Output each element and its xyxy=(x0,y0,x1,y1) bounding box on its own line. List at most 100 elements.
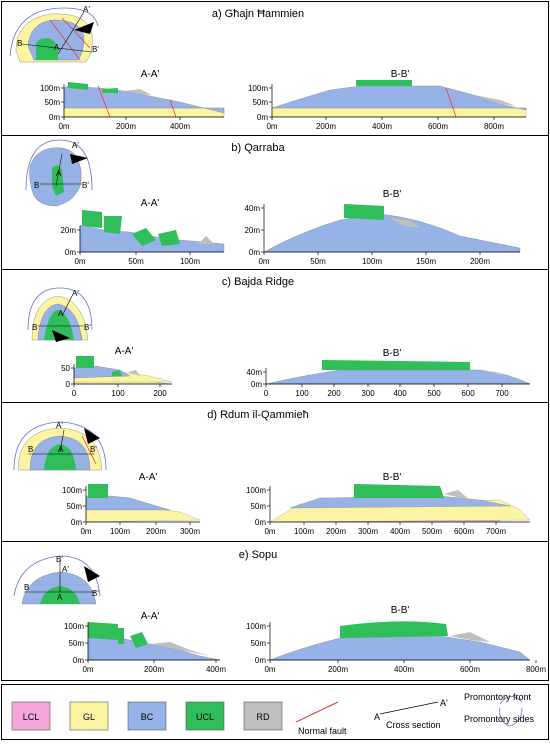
panel-title-b: b) Qarraba xyxy=(231,142,285,154)
profile-a-aa xyxy=(63,82,225,118)
section-title: B-B' xyxy=(383,189,402,200)
x-tick-label: 0m xyxy=(258,257,269,266)
x-tick-label: 0m xyxy=(80,527,91,536)
x-tick-label: 600m xyxy=(454,527,474,536)
map-fault xyxy=(61,17,91,49)
x-tick-label: 50m xyxy=(310,257,326,266)
unit-rd xyxy=(390,218,420,228)
map-label: A' xyxy=(72,141,79,150)
x-tick-label: 0m xyxy=(82,665,93,674)
legend-label-normal-fault: Normal fault xyxy=(298,726,347,736)
unit-rd xyxy=(124,89,152,95)
y-tick-label: 100m xyxy=(40,84,60,93)
x-tick-label: 500 xyxy=(427,389,441,398)
legend-label-lcl: LCL xyxy=(23,712,40,722)
x-tick-label: 100 xyxy=(111,389,125,398)
x-tick-label: 0m xyxy=(266,122,277,131)
unit-ucl xyxy=(158,230,180,246)
x-tick-label: 400m xyxy=(170,122,190,131)
x-tick-label: 400m xyxy=(390,527,410,536)
x-tick-label: 300 xyxy=(361,389,375,398)
y-tick-label: 0m xyxy=(255,518,266,527)
map-label: B xyxy=(24,583,29,592)
unit-rd xyxy=(198,236,214,244)
y-tick-label: 50m xyxy=(68,639,84,648)
location-map-e: B' A' B A B' xyxy=(13,555,101,605)
arrow-icon xyxy=(84,428,100,444)
y-tick-label: 50m xyxy=(252,98,268,107)
map-label: B' xyxy=(92,589,99,598)
section-title: B-B' xyxy=(391,69,410,80)
section-title: A-A' xyxy=(141,611,160,622)
section-axis: 40m 0m0 100 200 300 400 500 600 700 xyxy=(246,368,530,398)
legend-label-rd: RD xyxy=(257,712,270,722)
x-tick-label: 0 xyxy=(264,389,269,398)
cross-section-symbol xyxy=(379,701,439,715)
map-label: A xyxy=(57,593,63,602)
unit-ucl xyxy=(132,228,156,246)
map-label: A xyxy=(56,169,62,178)
x-tick-label: 200m xyxy=(316,122,336,131)
map-label: B xyxy=(28,445,33,454)
arrow-icon xyxy=(52,330,70,342)
x-tick-label: 200m xyxy=(146,527,166,536)
unit-ucl xyxy=(130,632,148,648)
profile-e-aa xyxy=(87,622,221,661)
arrow-icon xyxy=(70,154,88,164)
x-tick-label: 400m xyxy=(372,122,392,131)
y-tick-label: 0m xyxy=(73,656,84,665)
panel-title-c: c) Bajda Ridge xyxy=(222,276,294,288)
map-label: A xyxy=(54,43,60,52)
map-label: A xyxy=(58,309,64,318)
x-tick-label: 0m xyxy=(264,527,275,536)
map-ucl xyxy=(44,444,76,470)
x-tick-label: 300m xyxy=(180,527,200,536)
section-axis: 50 00 100 200 xyxy=(61,364,172,398)
x-tick-label: 500m xyxy=(422,527,442,536)
legend-label-front: Promontory front xyxy=(464,692,532,702)
legend-label-cross-a: A xyxy=(374,712,380,722)
normal-fault-symbol xyxy=(295,701,339,723)
x-tick-label: 100m xyxy=(294,527,314,536)
arrow-icon xyxy=(74,22,94,34)
profile-b-bb xyxy=(263,204,521,253)
unit-rd xyxy=(470,94,516,106)
panel-frame-e xyxy=(1,541,549,681)
x-tick-label: 100m xyxy=(362,257,382,266)
map-label: B' xyxy=(90,445,97,454)
legend-label-sides: Promontory sides xyxy=(464,714,535,724)
unit-ucl xyxy=(344,204,384,220)
location-map-b: A' A B B' xyxy=(25,139,93,207)
unit-rd xyxy=(128,370,140,376)
map-fault xyxy=(81,435,97,465)
x-tick-label: 800m xyxy=(526,665,546,674)
unit-ucl xyxy=(82,210,102,228)
map-label: B' xyxy=(56,555,63,564)
map-label: B xyxy=(17,39,22,48)
promontory-front-arc xyxy=(13,421,107,471)
x-tick-label: 700 xyxy=(495,389,509,398)
panel-title-a: a) Għajn Ħammien xyxy=(212,8,304,20)
map-label: A' xyxy=(62,565,69,574)
y-tick-label: 50m xyxy=(44,98,60,107)
x-tick-label: 200m xyxy=(328,665,348,674)
legend-label-cross-a-prime: A' xyxy=(440,698,448,708)
x-tick-label: 400m xyxy=(394,665,414,674)
map-label: A xyxy=(58,445,64,454)
unit-ucl xyxy=(340,621,448,638)
location-map-a: A' B A B' xyxy=(9,5,99,63)
unit-ucl xyxy=(356,80,412,86)
unit-ucl xyxy=(322,360,470,370)
y-tick-label: 100m xyxy=(246,486,266,495)
map-section-line xyxy=(21,43,93,53)
x-tick-label: 400 xyxy=(393,389,407,398)
y-tick-label: 0m xyxy=(255,656,266,665)
x-tick-label: 300m xyxy=(358,527,378,536)
x-tick-label: 200m xyxy=(470,257,490,266)
section-title: B-B' xyxy=(383,348,402,359)
promontory-front-arc xyxy=(27,287,93,331)
y-tick-label: 50m xyxy=(66,502,82,511)
